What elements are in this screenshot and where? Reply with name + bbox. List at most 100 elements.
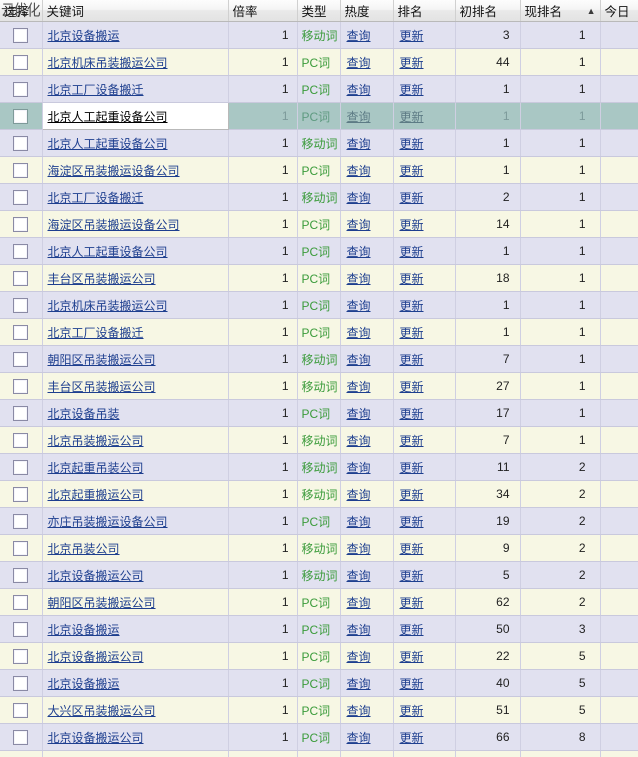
keyword-link[interactable]: 北京工厂设备搬迁 (48, 83, 144, 97)
row-select-cell[interactable] (0, 427, 42, 454)
keyword-link[interactable]: 亦庄吊装搬运设备公司 (48, 515, 168, 529)
keyword-link[interactable]: 北京吊装公司 (48, 542, 120, 556)
keyword-link[interactable]: 北京工厂设备搬迁 (48, 326, 144, 340)
query-link[interactable]: 查询 (347, 380, 371, 394)
update-link[interactable]: 更新 (400, 380, 424, 394)
query-link[interactable]: 查询 (347, 245, 371, 259)
row-select-cell[interactable] (0, 265, 42, 292)
rank-cell[interactable]: 更新 (393, 130, 455, 157)
rank-cell[interactable]: 更新 (393, 76, 455, 103)
keyword-link[interactable]: 北京设备搬运公司 (48, 731, 144, 745)
keyword-link[interactable]: 大兴区吊装搬运公司 (48, 704, 156, 718)
row-select-cell[interactable] (0, 292, 42, 319)
rank-cell[interactable]: 更新 (393, 238, 455, 265)
update-link[interactable]: 更新 (400, 245, 424, 259)
update-link[interactable]: 更新 (400, 326, 424, 340)
keyword-cell[interactable]: 北京起重吊装公司 (42, 454, 228, 481)
rank-cell[interactable]: 更新 (393, 589, 455, 616)
row-select-cell[interactable] (0, 130, 42, 157)
update-link[interactable]: 更新 (400, 272, 424, 286)
keyword-cell[interactable]: 大兴区吊装搬运公司 (42, 697, 228, 724)
row-checkbox[interactable] (13, 379, 28, 394)
row-select-cell[interactable] (0, 157, 42, 184)
query-link[interactable]: 查询 (347, 137, 371, 151)
heat-cell[interactable]: 查询 (340, 400, 393, 427)
query-link[interactable]: 查询 (347, 623, 371, 637)
query-link[interactable]: 查询 (347, 326, 371, 340)
query-link[interactable]: 查询 (347, 704, 371, 718)
heat-cell[interactable]: 查询 (340, 103, 393, 130)
row-checkbox[interactable] (13, 649, 28, 664)
row-checkbox[interactable] (13, 676, 28, 691)
keyword-link[interactable]: 丰台区吊装搬运公司 (48, 380, 156, 394)
heat-cell[interactable]: 查询 (340, 616, 393, 643)
row-checkbox[interactable] (13, 352, 28, 367)
rank-cell[interactable]: 更新 (393, 427, 455, 454)
row-select-cell[interactable] (0, 616, 42, 643)
heat-cell[interactable]: 查询 (340, 346, 393, 373)
rank-cell[interactable]: 更新 (393, 481, 455, 508)
keyword-cell[interactable]: 北京设备搬运公司 (42, 643, 228, 670)
row-select-cell[interactable] (0, 508, 42, 535)
rank-cell[interactable]: 更新 (393, 103, 455, 130)
query-link[interactable]: 查询 (347, 164, 371, 178)
row-select-cell[interactable] (0, 589, 42, 616)
column-header-keyword[interactable]: 关键词 (42, 0, 228, 22)
row-checkbox[interactable] (13, 55, 28, 70)
keyword-cell[interactable]: 北京工厂设备搬迁 (42, 184, 228, 211)
row-checkbox[interactable] (13, 487, 28, 502)
row-checkbox[interactable] (13, 622, 28, 637)
query-link[interactable]: 查询 (347, 407, 371, 421)
keyword-cell[interactable]: 海淀区吊装搬运设备公司 (42, 157, 228, 184)
row-checkbox[interactable] (13, 28, 28, 43)
rank-cell[interactable]: 更新 (393, 670, 455, 697)
rank-cell[interactable]: 更新 (393, 49, 455, 76)
keyword-cell[interactable]: 丰台区吊装搬运公司 (42, 373, 228, 400)
row-checkbox[interactable] (13, 541, 28, 556)
update-link[interactable]: 更新 (400, 56, 424, 70)
row-select-cell[interactable] (0, 103, 42, 130)
row-checkbox[interactable] (13, 190, 28, 205)
keyword-link[interactable]: 北京设备搬运 (48, 623, 120, 637)
query-link[interactable]: 查询 (347, 650, 371, 664)
query-link[interactable]: 查询 (347, 83, 371, 97)
heat-cell[interactable]: 查询 (340, 292, 393, 319)
row-checkbox[interactable] (13, 433, 28, 448)
keyword-cell[interactable]: 北京工厂设备搬迁 (42, 76, 228, 103)
keyword-link[interactable]: 海淀区吊装搬运设备公司 (48, 218, 180, 232)
query-link[interactable]: 查询 (347, 677, 371, 691)
row-checkbox[interactable] (13, 109, 28, 124)
column-header-rank[interactable]: 排名 (393, 0, 455, 22)
row-select-cell[interactable] (0, 454, 42, 481)
row-checkbox[interactable] (13, 325, 28, 340)
row-select-cell[interactable] (0, 238, 42, 265)
row-select-cell[interactable] (0, 184, 42, 211)
column-header-select[interactable]: 选择 (0, 0, 42, 22)
heat-cell[interactable]: 查询 (340, 454, 393, 481)
row-checkbox[interactable] (13, 271, 28, 286)
keyword-link[interactable]: 北京人工起重设备公司 (48, 137, 168, 151)
keyword-link[interactable]: 海淀区吊装搬运设备公司 (48, 164, 180, 178)
update-link[interactable]: 更新 (400, 191, 424, 205)
keyword-cell[interactable]: 北京工厂设备搬迁 (42, 319, 228, 346)
query-link[interactable]: 查询 (347, 110, 371, 124)
update-link[interactable]: 更新 (400, 164, 424, 178)
update-link[interactable]: 更新 (400, 731, 424, 745)
rank-cell[interactable]: 更新 (393, 373, 455, 400)
rank-cell[interactable]: 更新 (393, 454, 455, 481)
update-link[interactable]: 更新 (400, 110, 424, 124)
